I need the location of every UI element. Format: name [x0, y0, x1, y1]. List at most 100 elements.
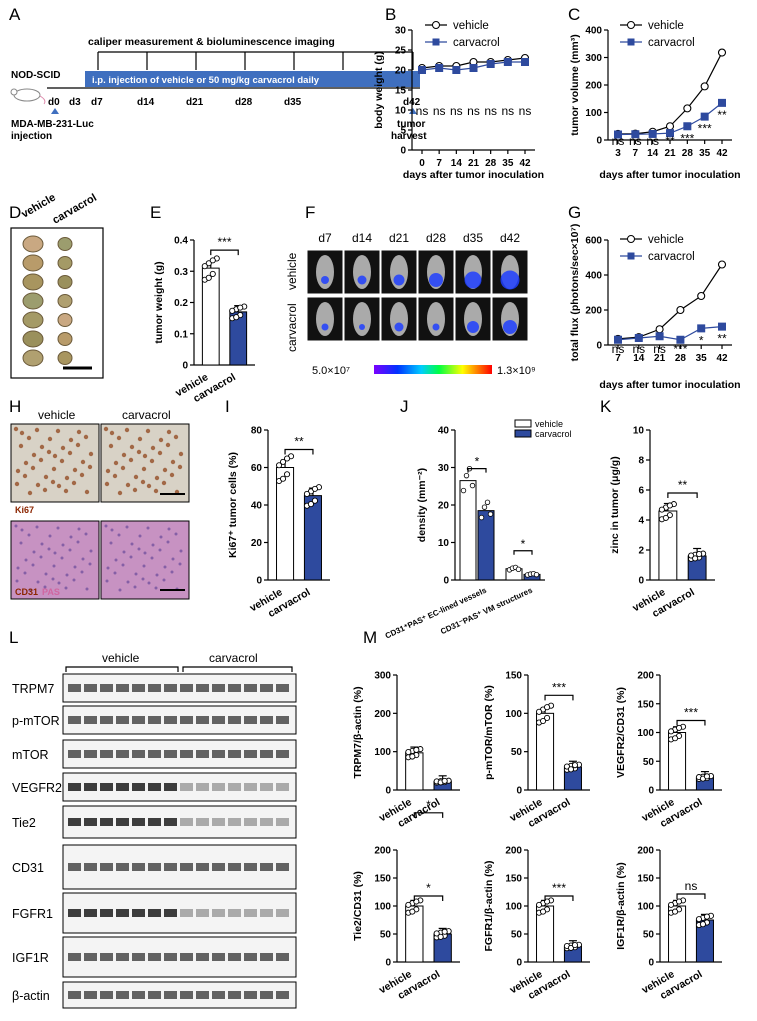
- cell-mark: [51, 466, 57, 472]
- significance-bracket: [676, 893, 706, 899]
- cell-mark: [60, 556, 64, 560]
- data-point: [237, 304, 244, 311]
- x-tick-label: 21: [654, 353, 666, 364]
- data-point: [279, 475, 287, 482]
- y-tick-label: 150: [637, 699, 654, 710]
- y-tick-label: 50: [380, 930, 392, 941]
- blot-band: [212, 991, 225, 999]
- cell-mark: [149, 458, 155, 464]
- blot-band: [84, 991, 97, 999]
- blot-band: [228, 684, 241, 692]
- blot-band: [244, 953, 257, 961]
- blot-band: [148, 750, 161, 758]
- y-tick-label: 50: [643, 757, 655, 768]
- y-tick-label: 50: [643, 930, 655, 941]
- western-blot-panel-l: vehicle carvacrol TRPM7 p-mTOR mTOR VEGFR2 T…: [12, 651, 297, 1009]
- cell-mark: [63, 488, 69, 494]
- blot-band: [68, 684, 81, 692]
- day-label: d7: [91, 97, 103, 108]
- data-point: [311, 485, 319, 492]
- data-point: [303, 490, 311, 497]
- y-tick-label: 600: [585, 236, 602, 247]
- bar-vehicle: [276, 467, 295, 581]
- data-point: [699, 921, 707, 928]
- tumor-carvacrol: [57, 237, 73, 251]
- data-point: [544, 898, 551, 905]
- cell-mark: [117, 490, 123, 496]
- y-tick-label: 150: [505, 671, 522, 682]
- cell-mark: [177, 464, 183, 470]
- blot-band: [260, 909, 273, 917]
- cell-mark: [52, 564, 56, 568]
- x-tick-label: 14: [451, 158, 463, 169]
- data-point: [536, 708, 543, 715]
- blot-band: [116, 863, 129, 871]
- cell-mark: [18, 443, 24, 449]
- data-point: [571, 762, 579, 769]
- blot-band: [100, 909, 113, 917]
- y-tick-label: 150: [374, 874, 391, 885]
- chart-C: 0 100 200 300 400 3 7 14 21 28 35 42 days after tumo…: [569, 20, 741, 181]
- data-point: [666, 512, 673, 519]
- blot-band: [116, 716, 129, 724]
- blot-band: [196, 953, 209, 961]
- y-tick-label: 200: [505, 846, 522, 857]
- blot-band: [244, 909, 257, 917]
- y-tick-label: 40: [251, 501, 263, 512]
- significance-bracket: [544, 895, 574, 901]
- y-tick-label: 100: [637, 902, 654, 913]
- tumor-carvacrol: [57, 351, 73, 365]
- cell-mark: [50, 479, 56, 485]
- blot-band: [276, 818, 289, 826]
- blot-band: [276, 750, 289, 758]
- cell-mark: [83, 434, 89, 440]
- y-axis-label: zinc in tumor (μg/g): [609, 456, 621, 553]
- y-tick-label: 100: [374, 747, 391, 758]
- blot-band: [196, 716, 209, 724]
- day-label: d3: [69, 97, 81, 108]
- y-tick-label: 200: [585, 81, 602, 92]
- y-tick-label: 5: [400, 126, 406, 137]
- blot-band: [260, 783, 273, 791]
- cell-mark: [109, 541, 113, 545]
- start-text: MDA-MB-231-Luc: [11, 119, 94, 130]
- blot-band: [132, 991, 145, 999]
- y-tick-label: 0: [400, 146, 406, 157]
- significance-label: **: [717, 332, 727, 346]
- y-tick-label: 150: [637, 874, 654, 885]
- x-axis-label: days after tumor inoculation: [599, 379, 740, 391]
- data-point: [481, 504, 488, 510]
- cell-mark: [59, 458, 65, 464]
- point-carvacrol: [614, 335, 622, 344]
- cell-mark: [32, 550, 36, 554]
- luminescence-signal: [393, 274, 405, 286]
- luminescence-signal: [432, 323, 440, 331]
- y-tick-label: 150: [505, 874, 522, 885]
- cell-mark: [14, 481, 20, 487]
- cell-mark: [133, 585, 137, 589]
- blot-band: [212, 863, 225, 871]
- data-point: [413, 898, 420, 905]
- cell-mark: [159, 535, 163, 539]
- cell-mark: [22, 473, 28, 479]
- y-tick-label: 0: [182, 361, 188, 372]
- blot-band: [84, 818, 97, 826]
- point-carvacrol: [666, 129, 674, 138]
- end-marker: [409, 108, 417, 114]
- cell-mark: [31, 452, 37, 458]
- point-vehicle: [697, 291, 706, 301]
- blot-band: [100, 818, 113, 826]
- data-point: [433, 930, 440, 937]
- y-tick-label: 0: [596, 136, 602, 147]
- blot-band: [196, 684, 209, 692]
- significance-label: ns: [501, 104, 514, 118]
- blot-band: [196, 991, 209, 999]
- point-carvacrol: [521, 58, 529, 66]
- blot-band: [100, 783, 113, 791]
- data-point: [441, 928, 448, 935]
- cell-mark: [162, 578, 166, 582]
- blot-band: [100, 684, 113, 692]
- y-tick-label: 400: [585, 26, 602, 37]
- blot-band: [164, 909, 177, 917]
- cell-mark: [141, 466, 147, 472]
